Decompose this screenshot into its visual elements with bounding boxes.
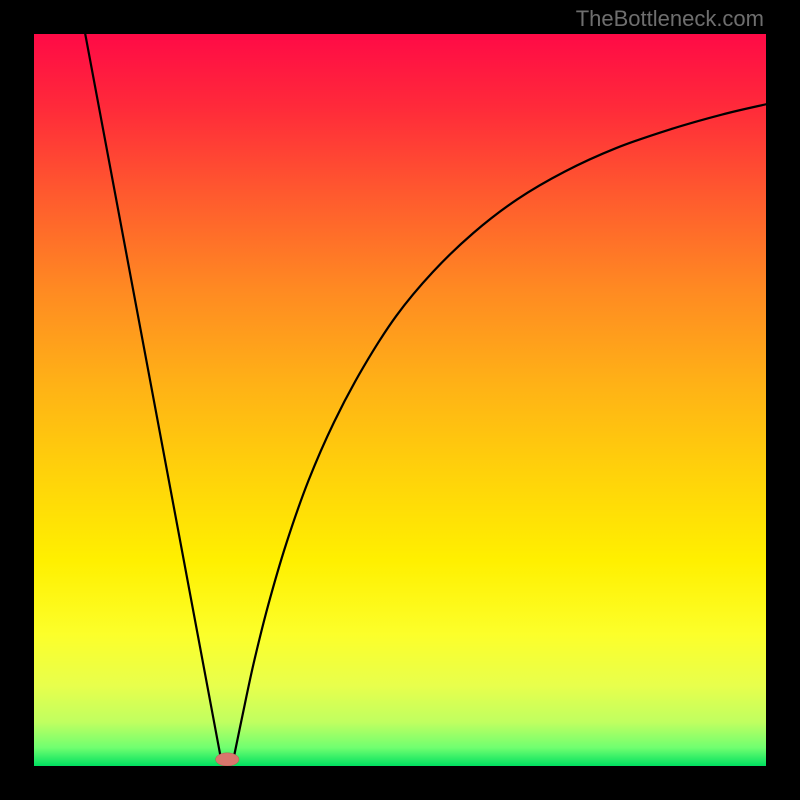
plot-area bbox=[34, 34, 766, 766]
watermark-text: TheBottleneck.com bbox=[576, 6, 764, 32]
left-line bbox=[85, 34, 220, 757]
right-curve bbox=[234, 104, 766, 757]
minimum-marker bbox=[216, 753, 239, 766]
chart-svg bbox=[34, 34, 766, 766]
